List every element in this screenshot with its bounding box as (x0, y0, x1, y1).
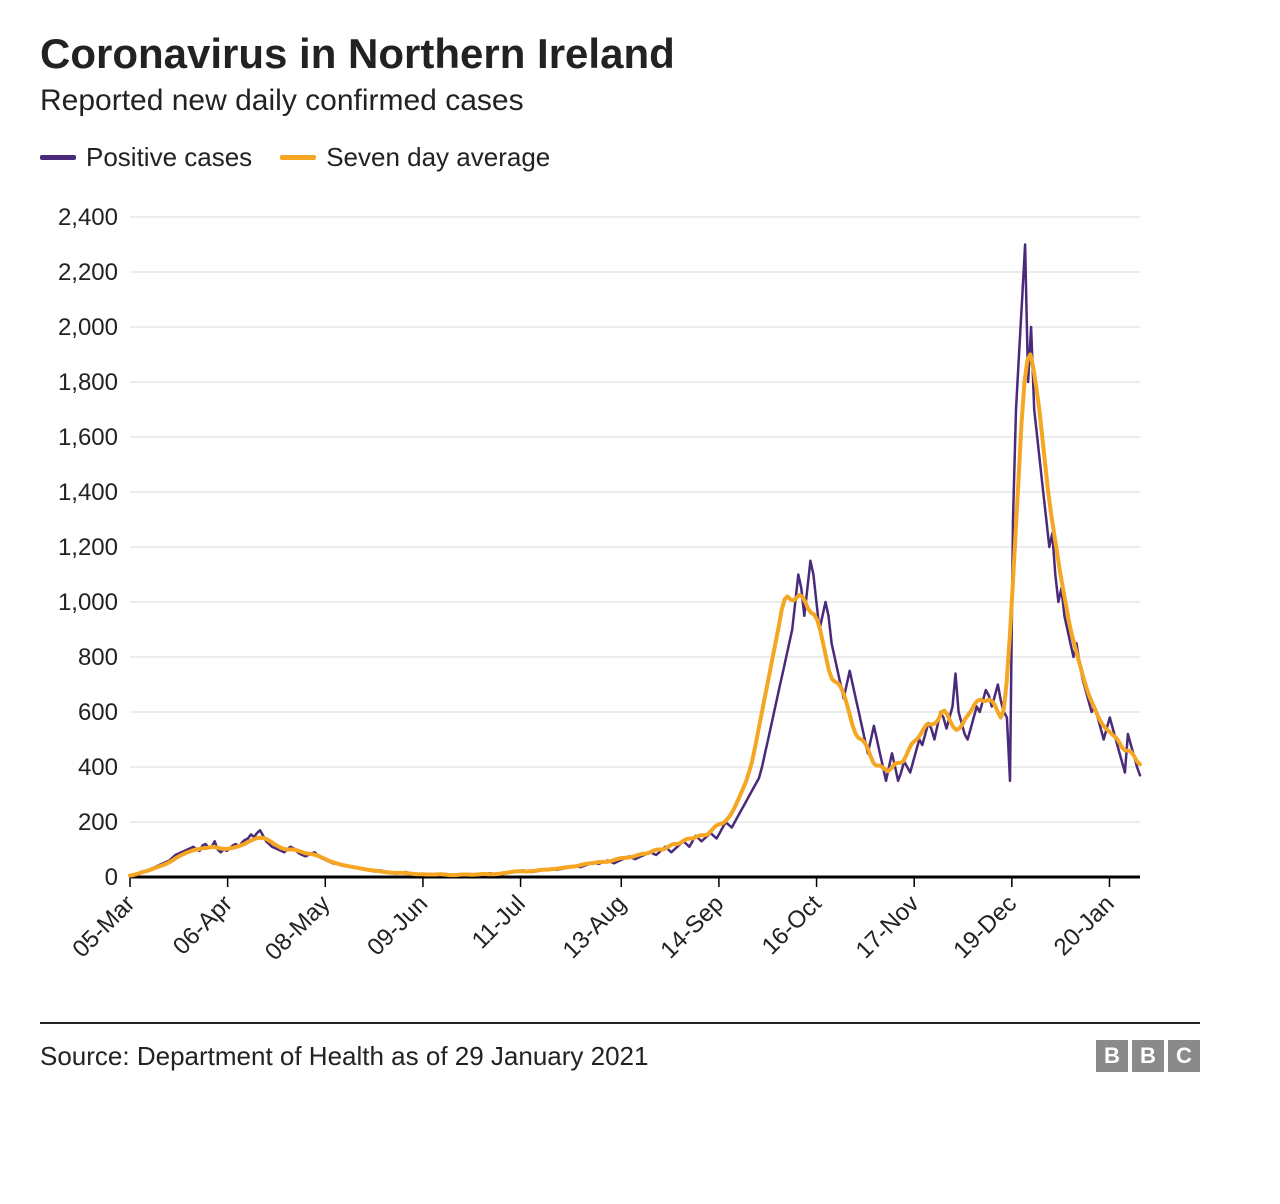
bbc-logo-b1: B (1096, 1040, 1128, 1072)
legend-swatch-positive (40, 155, 76, 160)
svg-text:13-Aug: 13-Aug (558, 890, 632, 964)
chart-subtitle: Reported new daily confirmed cases (40, 84, 1200, 118)
svg-text:1,600: 1,600 (58, 424, 118, 451)
legend-item-positive: Positive cases (40, 142, 252, 173)
svg-text:06-Apr: 06-Apr (168, 890, 238, 960)
chart-area: 0 200 400 600 800 1,000 1,200 1,400 1,600 1,800 2,… (40, 197, 1200, 1002)
svg-text:1,800: 1,800 (58, 369, 118, 396)
line-chart-svg: 0 200 400 600 800 1,000 1,200 1,400 1,600 1,800 2,… (40, 197, 1150, 997)
legend-label-positive: Positive cases (86, 142, 252, 173)
svg-text:1,000: 1,000 (58, 589, 118, 616)
chart-title: Coronavirus in Northern Ireland (40, 30, 1200, 78)
svg-text:05-Mar: 05-Mar (67, 890, 140, 963)
bbc-logo: B B C (1096, 1040, 1200, 1072)
svg-text:17-Nov: 17-Nov (851, 890, 925, 964)
legend-item-average: Seven day average (280, 142, 550, 173)
svg-text:2,200: 2,200 (58, 259, 118, 286)
svg-text:11-Jul: 11-Jul (467, 890, 531, 954)
svg-text:09-Jun: 09-Jun (362, 890, 433, 961)
bbc-logo-c: C (1168, 1040, 1200, 1072)
source-text: Source: Department of Health as of 29 Ja… (40, 1041, 648, 1072)
svg-text:2,400: 2,400 (58, 204, 118, 231)
legend: Positive cases Seven day average (40, 142, 1200, 173)
svg-text:20-Jan: 20-Jan (1049, 890, 1120, 961)
svg-text:16-Oct: 16-Oct (757, 890, 827, 960)
svg-text:2,000: 2,000 (58, 314, 118, 341)
svg-text:0: 0 (105, 864, 118, 891)
footer-divider (40, 1022, 1200, 1024)
svg-text:1,400: 1,400 (58, 479, 118, 506)
svg-text:200: 200 (78, 809, 118, 836)
svg-text:08-May: 08-May (260, 890, 336, 966)
svg-text:19-Dec: 19-Dec (948, 890, 1022, 964)
bbc-logo-b2: B (1132, 1040, 1164, 1072)
svg-text:800: 800 (78, 644, 118, 671)
svg-text:600: 600 (78, 699, 118, 726)
footer: Source: Department of Health as of 29 Ja… (40, 1040, 1200, 1072)
svg-text:1,200: 1,200 (58, 534, 118, 561)
svg-text:400: 400 (78, 754, 118, 781)
svg-text:14-Sep: 14-Sep (655, 890, 729, 964)
legend-label-average: Seven day average (326, 142, 550, 173)
legend-swatch-average (280, 155, 316, 160)
